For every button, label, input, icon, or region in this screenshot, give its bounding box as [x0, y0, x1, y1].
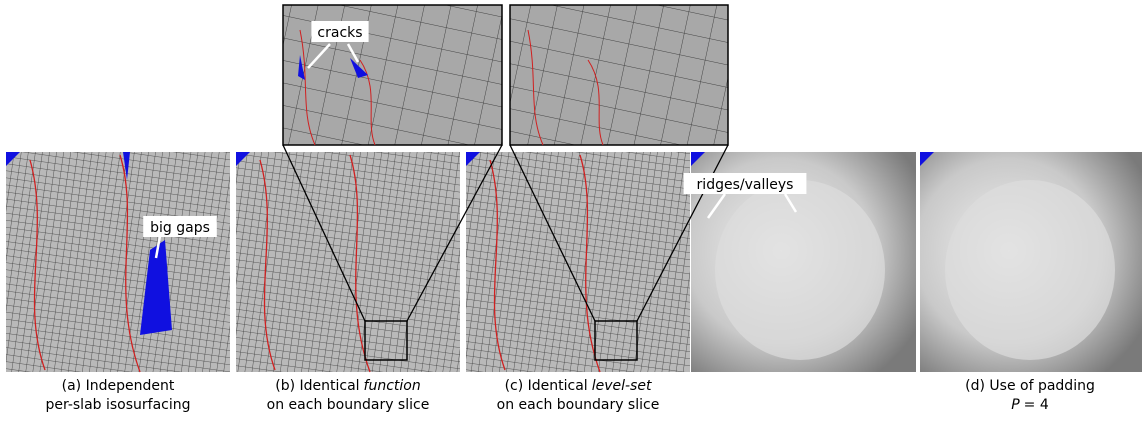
caption-line: P= 4	[1011, 397, 1049, 413]
caption-text: level-set	[592, 378, 652, 394]
caption-line: (d) Use of padding	[965, 378, 1095, 394]
caption-text: (b) Identical	[275, 378, 359, 394]
caption-text: on each boundary slice	[497, 397, 660, 413]
caption-line: (a) Independent	[62, 378, 175, 394]
annotation: ridges/valleys	[684, 173, 807, 194]
captions: (a) Independent per-slab isosurfacing (b) …	[45, 378, 1094, 413]
caption-line: per-slab isosurfacing	[45, 397, 190, 413]
caption-line: on each boundary slice	[267, 397, 430, 413]
figure: cracks big gaps ridges/valleys (a) Indepen…	[0, 0, 1142, 426]
annotation: big gaps	[143, 216, 217, 237]
annotation: cracks	[311, 21, 368, 42]
caption-text: function	[364, 378, 421, 394]
caption-text: = 4	[1024, 397, 1049, 413]
annotation-label: big gaps	[150, 220, 210, 236]
caption-text: (a) Independent	[62, 378, 175, 394]
annotation-label: cracks	[317, 25, 362, 41]
annotation-label: ridges/valleys	[697, 177, 794, 193]
caption-text: (d) Use of padding	[965, 378, 1095, 394]
caption-line: (b) Identical function	[275, 378, 421, 394]
caption-text: (c) Identical	[505, 378, 588, 394]
caption-text: P	[1011, 397, 1020, 413]
caption-text: per-slab isosurfacing	[45, 397, 190, 413]
caption-line: on each boundary slice	[497, 397, 660, 413]
panel-images	[6, 152, 1142, 372]
caption-text: on each boundary slice	[267, 397, 430, 413]
